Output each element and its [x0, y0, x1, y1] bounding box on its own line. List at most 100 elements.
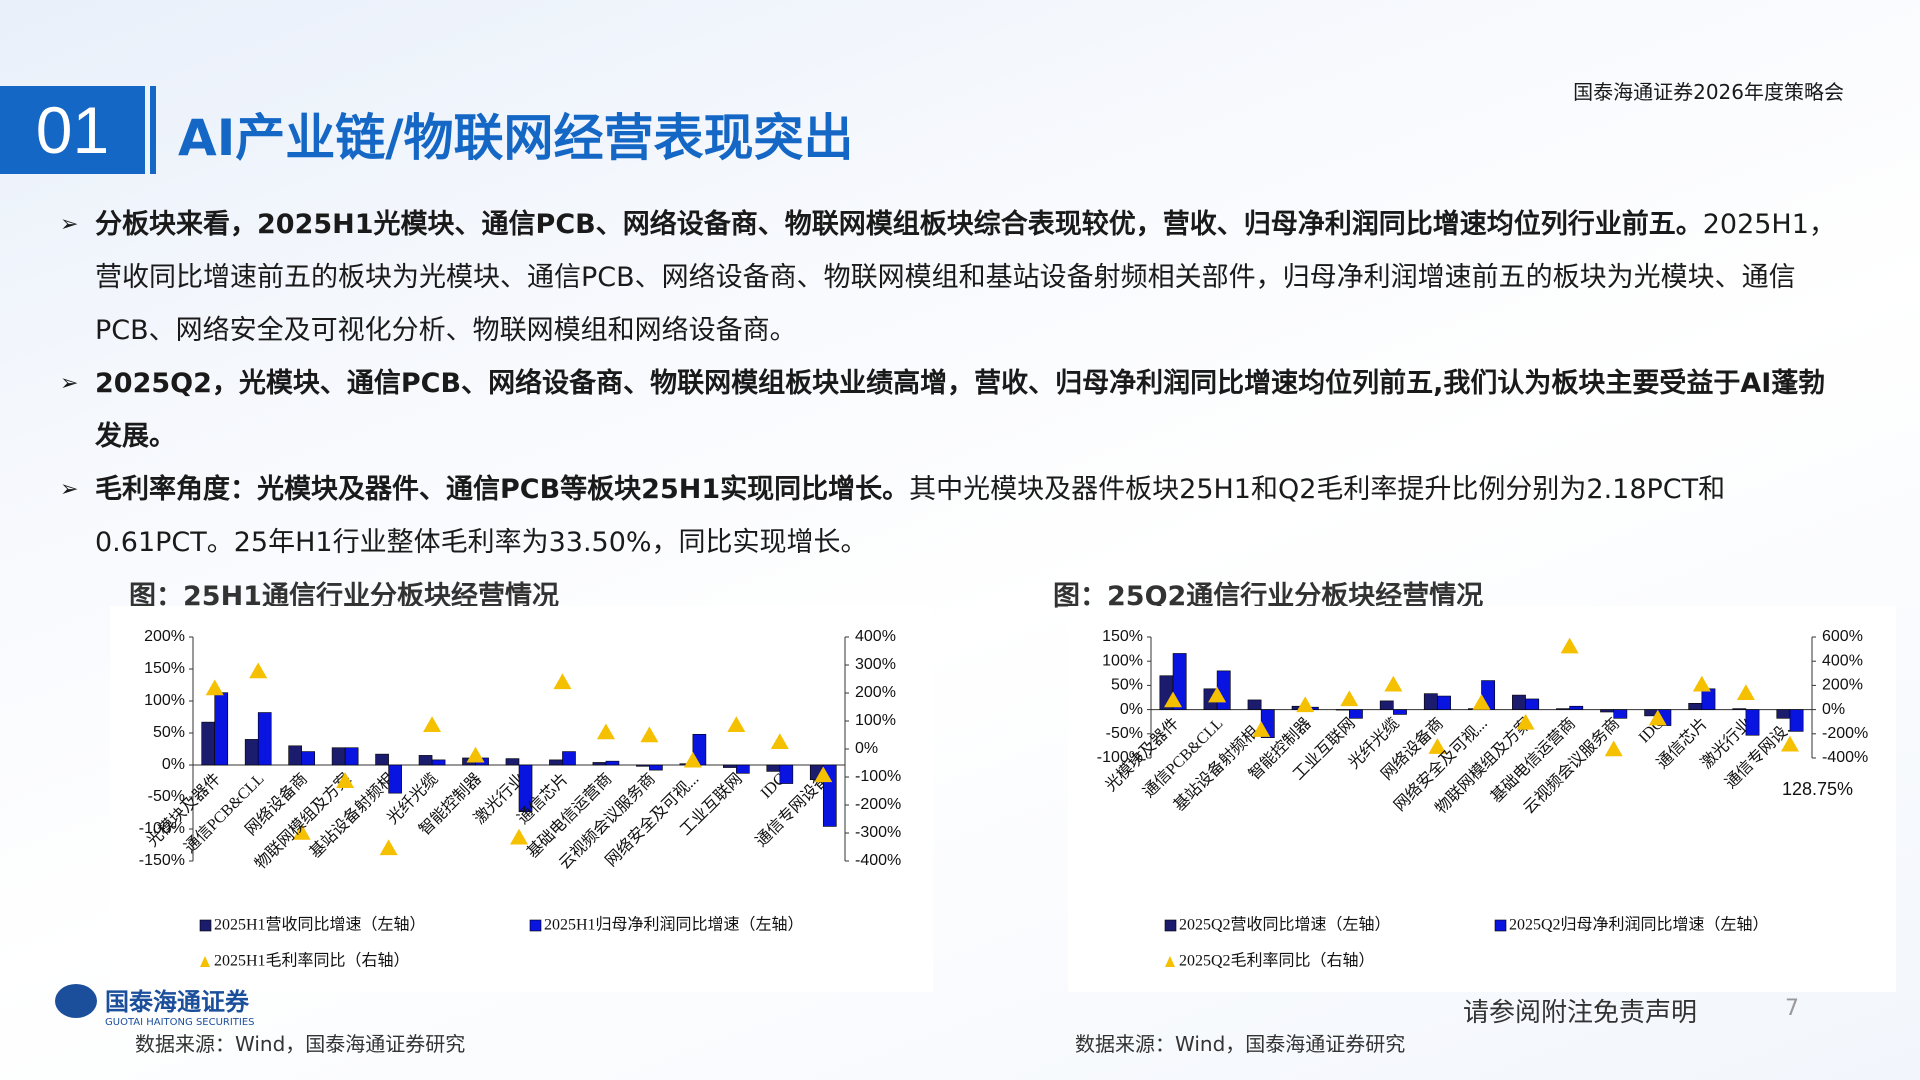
bar [1349, 709, 1363, 719]
disclaimer: 请参阅附注免责声明 [1463, 998, 1698, 1028]
bar [1701, 688, 1716, 710]
bar [549, 759, 563, 766]
bullet-bold: 毛利率角度：光模块及器件、通信PCB等板块25H1实现同比增长。 [95, 474, 910, 505]
triangle-marker [423, 716, 442, 732]
bullet-bold: 2025Q2，光模块、通信PCB、网络设备商、物联网模组板块业绩高增，营收、归母… [95, 368, 1826, 452]
y-tick-label: 100% [1102, 652, 1143, 669]
y-tick-label: -50% [1106, 725, 1143, 742]
bar [649, 764, 663, 771]
y-tick-label: 150% [144, 660, 185, 677]
triangle-marker [1428, 738, 1447, 754]
bar [518, 764, 533, 813]
bullet: 毛利率角度：光模块及器件、通信PCB等板块25H1实现同比增长。其中光模块及器件… [60, 463, 1850, 569]
y2-tick-label: 300% [855, 656, 896, 673]
bar [1600, 709, 1614, 713]
legend-label: 2025H1归母净利润同比增速（左轴） [544, 916, 804, 934]
bullet-list: 分板块来看，2025H1光模块、通信PCB、网络设备商、物联网模组板块综合表现较… [60, 198, 1850, 569]
triangle-marker [1384, 675, 1403, 692]
bullet-text: 其中光模块及器件板块25H1和Q2毛利率提升比例分别为2.18PCT和0.61P… [95, 474, 1726, 558]
logo: 国泰海通证券 GUOTAI HAITONG SECURITIES [55, 982, 255, 1028]
bar [1556, 708, 1570, 710]
bar [201, 721, 216, 766]
source-note: 数据来源：Wind，国泰海通证券研究 [1075, 1032, 1406, 1056]
event-name: 国泰海通证券2026年度策略会 [1573, 80, 1844, 104]
triangle-marker [1736, 684, 1755, 701]
bar [388, 764, 402, 794]
bar [301, 751, 316, 766]
logo-cn: 国泰海通证券 [105, 988, 249, 1016]
legend-swatch [200, 956, 210, 967]
bar [736, 764, 750, 774]
y2-tick-label: -100% [855, 768, 901, 785]
y-tick-label: 0% [162, 756, 185, 773]
bar [257, 712, 272, 766]
bullet: 分板块来看，2025H1光模块、通信PCB、网络设备商、物联网模组板块综合表现较… [60, 198, 1850, 357]
section-number: 01 [0, 86, 145, 174]
triangle-marker [1164, 691, 1183, 708]
triangle-marker [640, 726, 659, 743]
slide-title: AI产业链/物联网经营表现突出 [178, 109, 854, 167]
y2-tick-label: -400% [1822, 749, 1868, 766]
bar [1525, 698, 1540, 710]
triangle-marker [1472, 693, 1491, 710]
bar [344, 747, 359, 766]
triangle-marker [1208, 686, 1227, 703]
triangle-marker [683, 751, 702, 768]
triangle-marker [379, 839, 398, 856]
triangle-marker [770, 733, 789, 750]
bar [1379, 700, 1394, 710]
bar [288, 745, 302, 766]
legend-swatch [199, 919, 212, 932]
bar [562, 751, 576, 766]
triangle-marker [249, 662, 268, 679]
bar [1437, 695, 1451, 710]
triangle-marker [1252, 721, 1271, 737]
y-tick-label: -100% [1097, 749, 1143, 766]
bar [418, 755, 433, 766]
y2-tick-label: -200% [1822, 725, 1868, 742]
triangle-marker [1780, 735, 1799, 752]
bar [1688, 703, 1703, 710]
legend-swatch [1164, 919, 1177, 932]
y2-tick-label: -200% [855, 796, 901, 813]
bar [214, 692, 229, 766]
legend-label: 2025Q2毛利率同比（右轴） [1179, 952, 1375, 970]
y2-tick-label: 200% [1822, 677, 1863, 694]
source-note: 数据来源：Wind，国泰海通证券研究 [135, 1032, 466, 1056]
bar [636, 764, 650, 767]
y2-tick-label: 400% [1822, 652, 1863, 669]
triangle-marker [553, 673, 572, 690]
y2-tick-label: 600% [1822, 628, 1863, 645]
triangle-marker [1648, 709, 1667, 726]
bullet-bold: 分板块来看，2025H1光模块、通信PCB、网络设备商、物联网模组板块综合表现较… [95, 209, 1703, 240]
y-tick-label: 0% [1120, 701, 1143, 718]
bar [1423, 693, 1438, 710]
bar [1172, 653, 1187, 710]
triangle-marker [1296, 696, 1315, 713]
bar [1789, 709, 1804, 732]
logo-mark [55, 984, 97, 1018]
triangle-marker [1340, 690, 1359, 707]
y-tick-label: 50% [1111, 677, 1143, 694]
legend-swatch [529, 919, 542, 932]
triangle-marker [1560, 637, 1579, 654]
logo-en: GUOTAI HAITONG SECURITIES [105, 1017, 255, 1028]
bar [1745, 709, 1760, 736]
bar [1512, 694, 1526, 710]
y-tick-label: 150% [1102, 628, 1143, 645]
y2-tick-label: 0% [855, 740, 878, 757]
bullet: 2025Q2，光模块、通信PCB、网络设备商、物联网模组板块业绩高增，营收、归母… [60, 357, 1850, 463]
triangle-marker [510, 828, 528, 845]
bullet-text: 2025H1，营收同比增速前五的板块为光模块、通信PCB、网络设备商、物联网模组… [95, 209, 1836, 346]
y2-tick-label: 0% [1822, 701, 1845, 718]
y2-tick-label: 400% [855, 628, 896, 645]
bar [431, 759, 446, 766]
bar [1776, 709, 1791, 719]
bar [244, 739, 259, 766]
bar [331, 747, 346, 766]
triangle-marker [336, 772, 355, 788]
bar [722, 764, 737, 768]
triangle-marker [814, 766, 833, 783]
